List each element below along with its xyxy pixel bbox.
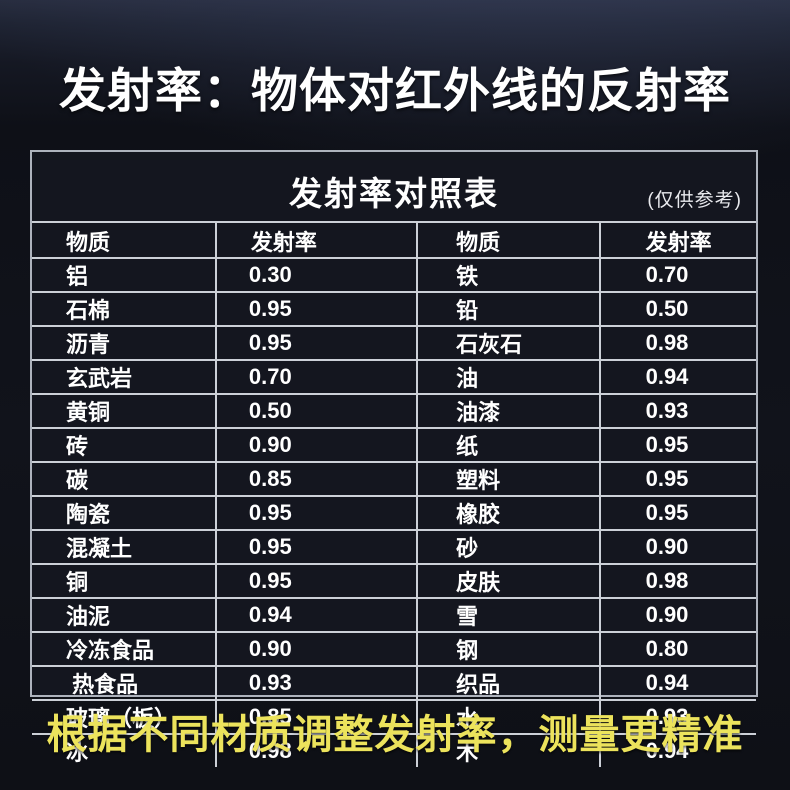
material-cell: 碳 [31, 461, 217, 497]
table-row: 沥青 0.95 石灰石 0.98 [31, 325, 758, 361]
material-cell: 皮肤 [416, 563, 601, 599]
material-cell: 玻璃（板） [31, 699, 217, 735]
emissivity-value-cell: 0.90 [598, 529, 758, 565]
col-header-emissivity-left: 发射率 [214, 222, 419, 259]
table-body: 铝 0.30 铁 0.70 石棉 0.95 铅 0.50 沥青 0.95 石灰石 0.98 玄武岩 0.7… [31, 257, 758, 768]
material-cell: 石棉 [31, 291, 217, 327]
footer-note: 根据不同材质调整发射率，测量更精准 [46, 713, 744, 757]
emissivity-value-cell: 0.98 [214, 733, 419, 768]
emissivity-value-cell: 0.85 [214, 699, 419, 735]
emissivity-value-cell: 0.95 [598, 495, 758, 531]
emissivity-value-cell: 0.94 [598, 665, 758, 701]
table-row: 碳 0.85 塑料 0.95 [31, 461, 758, 497]
page-title: 发射率：物体对红外线的反射率 [59, 64, 731, 117]
emissivity-value-cell: 0.93 [598, 393, 758, 429]
table-row: 冰 0.98 木 0.94 [31, 733, 758, 768]
table-header-row: 物质 发射率 物质 发射率 [31, 222, 758, 259]
material-cell: 砂 [416, 529, 601, 565]
emissivity-value-cell: 0.93 [214, 665, 419, 701]
material-cell: 混凝土 [31, 529, 217, 565]
table-row: 黄铜 0.50 油漆 0.93 [31, 393, 758, 429]
material-cell: 铝 [31, 257, 217, 293]
emissivity-table-card: 发射率对照表 (仅供参考) 物质 发射率 物质 发射率 铝 0.30 铁 0.70 石棉… [30, 150, 758, 768]
material-cell: 陶瓷 [31, 495, 217, 531]
material-cell: 冷冻食品 [31, 631, 217, 667]
emissivity-value-cell: 0.95 [214, 529, 419, 565]
emissivity-table: 物质 发射率 物质 发射率 铝 0.30 铁 0.70 石棉 0.95 铅 0.50 沥青 0.9… [31, 222, 758, 768]
material-cell: 砖 [31, 427, 217, 463]
table-row: 石棉 0.95 铅 0.50 [31, 291, 758, 327]
material-cell: 雪 [416, 597, 601, 633]
material-cell: 塑料 [416, 461, 601, 497]
material-cell: 钢 [416, 631, 601, 667]
col-header-material-right: 物质 [416, 222, 601, 259]
emissivity-value-cell: 0.95 [214, 291, 419, 327]
emissivity-value-cell: 0.80 [598, 631, 758, 667]
emissivity-value-cell: 0.70 [598, 257, 758, 293]
emissivity-value-cell: 0.98 [598, 563, 758, 599]
table-row: 铜 0.95 皮肤 0.98 [31, 563, 758, 599]
emissivity-value-cell: 0.94 [598, 359, 758, 395]
table-row: 陶瓷 0.95 橡胶 0.95 [31, 495, 758, 531]
material-cell: 纸 [416, 427, 601, 463]
emissivity-value-cell: 0.98 [598, 325, 758, 361]
emissivity-value-cell: 0.95 [214, 495, 419, 531]
emissivity-value-cell: 0.95 [598, 427, 758, 463]
emissivity-value-cell: 0.95 [598, 461, 758, 497]
emissivity-value-cell: 0.30 [214, 257, 419, 293]
material-cell: 铜 [31, 563, 217, 599]
material-cell: 铁 [416, 257, 601, 293]
table-row: 砖 0.90 纸 0.95 [31, 427, 758, 463]
col-header-material-left: 物质 [31, 222, 217, 259]
emissivity-value-cell: 0.90 [214, 631, 419, 667]
emissivity-value-cell: 0.50 [598, 291, 758, 327]
material-cell: 冰 [31, 733, 217, 768]
emissivity-value-cell: 0.50 [214, 393, 419, 429]
table-title: 发射率对照表 [289, 175, 499, 212]
table-row: 铝 0.30 铁 0.70 [31, 257, 758, 293]
col-header-emissivity-right: 发射率 [598, 222, 758, 259]
table-title-row: 发射率对照表 (仅供参考) [32, 152, 756, 223]
material-cell: 沥青 [31, 325, 217, 361]
material-cell: 热食品 [31, 665, 217, 701]
emissivity-value-cell: 0.94 [598, 733, 758, 768]
table-row: 油泥 0.94 雪 0.90 [31, 597, 758, 633]
emissivity-value-cell: 0.93 [598, 699, 758, 735]
emissivity-value-cell: 0.70 [214, 359, 419, 395]
material-cell: 橡胶 [416, 495, 601, 531]
material-cell: 油漆 [416, 393, 601, 429]
material-cell: 玄武岩 [31, 359, 217, 395]
table-row: 玻璃（板） 0.85 水 0.93 [31, 699, 758, 735]
material-cell: 水 [416, 699, 601, 735]
emissivity-value-cell: 0.95 [214, 563, 419, 599]
material-cell: 黄铜 [31, 393, 217, 429]
material-cell: 铅 [416, 291, 601, 327]
emissivity-value-cell: 0.94 [214, 597, 419, 633]
table-row: 热食品 0.93 织品 0.94 [31, 665, 758, 701]
material-cell: 织品 [416, 665, 601, 701]
table-row: 冷冻食品 0.90 钢 0.80 [31, 631, 758, 667]
material-cell: 石灰石 [416, 325, 601, 361]
emissivity-value-cell: 0.90 [214, 427, 419, 463]
emissivity-value-cell: 0.95 [214, 325, 419, 361]
table-reference-note: (仅供参考) [647, 190, 742, 211]
material-cell: 木 [416, 733, 601, 768]
material-cell: 油泥 [31, 597, 217, 633]
table-row: 玄武岩 0.70 油 0.94 [31, 359, 758, 395]
material-cell: 油 [416, 359, 601, 395]
emissivity-value-cell: 0.85 [214, 461, 419, 497]
emissivity-value-cell: 0.90 [598, 597, 758, 633]
table-row: 混凝土 0.95 砂 0.90 [31, 529, 758, 565]
